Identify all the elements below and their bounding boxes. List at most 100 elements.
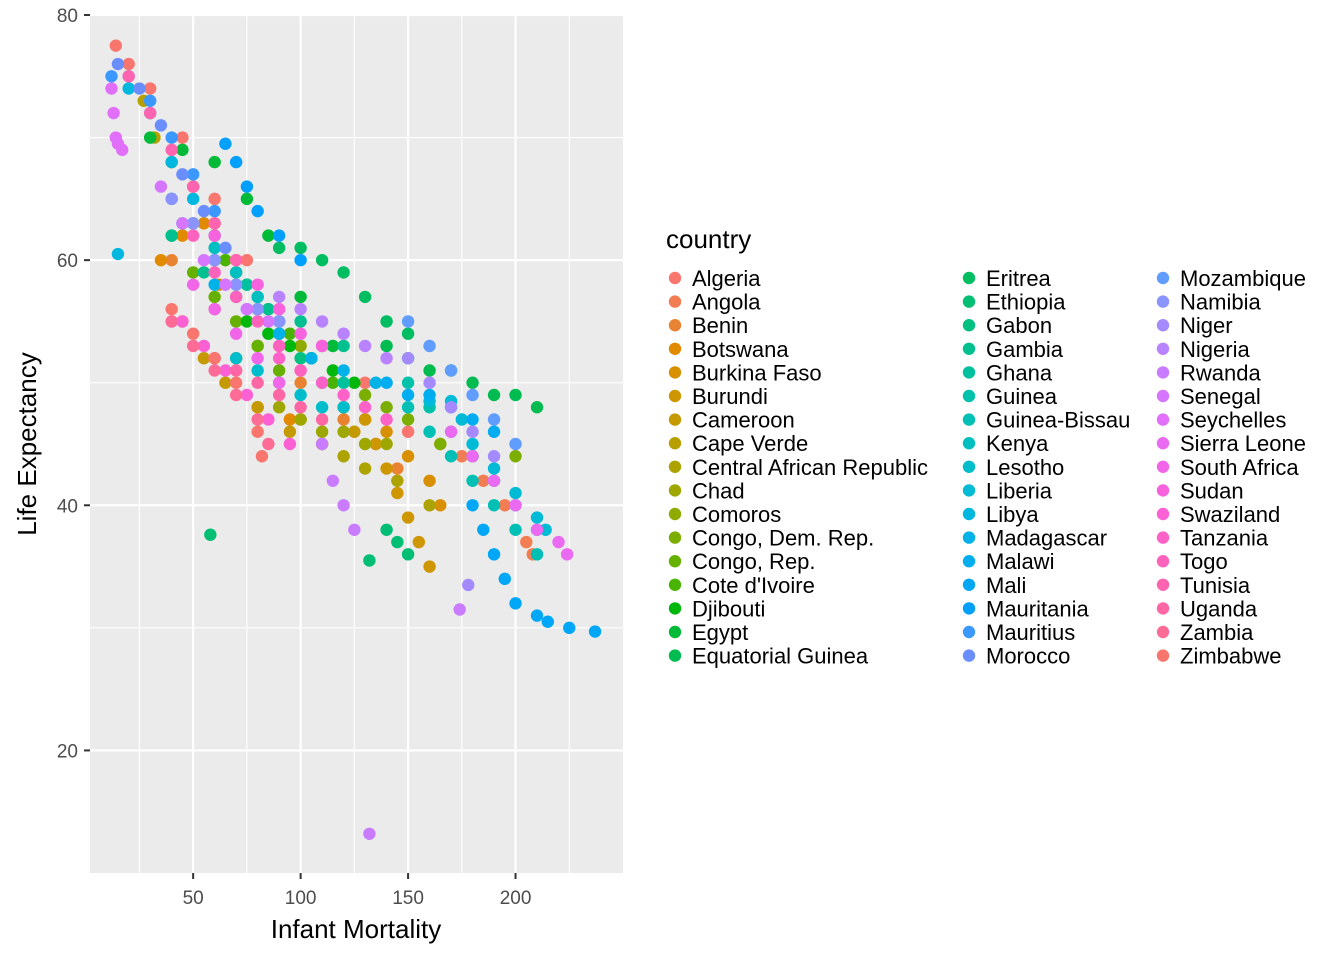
data-point — [229, 388, 243, 402]
data-point — [363, 554, 376, 567]
data-point — [208, 155, 221, 169]
legend-label: South Africa — [1180, 455, 1299, 480]
data-point — [165, 302, 178, 316]
legend-label: Zimbabwe — [1180, 644, 1281, 669]
data-point — [337, 266, 350, 279]
legend-key — [962, 319, 976, 332]
data-point — [305, 352, 318, 365]
data-point — [520, 535, 533, 549]
data-point — [272, 352, 286, 365]
data-point — [487, 413, 501, 426]
legend-key — [1156, 366, 1170, 379]
data-point — [487, 425, 501, 438]
data-point — [219, 253, 232, 267]
legend-key — [668, 649, 682, 662]
legend-key — [1156, 389, 1170, 403]
data-point — [251, 413, 264, 426]
data-point — [262, 413, 275, 426]
legend-label: Namibia — [1180, 290, 1261, 315]
data-point — [412, 535, 426, 549]
data-point — [283, 425, 297, 438]
data-point — [509, 388, 522, 402]
data-point — [423, 364, 436, 377]
data-point — [219, 241, 232, 255]
data-point — [251, 376, 264, 389]
data-point — [251, 352, 264, 365]
data-point — [165, 155, 178, 169]
data-point — [477, 523, 490, 536]
data-point — [262, 315, 275, 328]
data-point — [315, 425, 329, 438]
data-point — [105, 82, 118, 95]
data-point — [197, 253, 211, 267]
data-point — [272, 229, 286, 242]
data-point — [455, 413, 469, 426]
data-point — [358, 290, 372, 304]
data-point — [337, 401, 350, 414]
data-point — [453, 603, 466, 616]
legend-label: Sierra Leone — [1180, 431, 1306, 456]
data-point — [477, 474, 490, 487]
data-point — [294, 413, 307, 426]
data-point — [466, 388, 479, 402]
data-point — [240, 388, 254, 402]
data-point — [487, 474, 501, 487]
data-point — [251, 204, 264, 218]
data-point — [315, 376, 329, 389]
data-point — [380, 352, 393, 365]
data-point — [487, 450, 501, 463]
legend-label: Nigeria — [1180, 337, 1250, 362]
data-point — [326, 339, 340, 353]
data-point — [251, 278, 264, 291]
data-point — [466, 437, 479, 451]
data-point — [229, 290, 243, 304]
data-point — [283, 413, 297, 426]
data-point — [588, 625, 602, 638]
legend-key — [962, 649, 976, 662]
data-point — [337, 413, 350, 426]
data-point — [197, 266, 211, 279]
legend-label: Burundi — [692, 384, 768, 409]
data-point — [380, 425, 393, 438]
data-point — [272, 376, 286, 389]
data-point — [229, 155, 243, 169]
data-point — [444, 450, 458, 463]
legend-key — [1156, 413, 1170, 426]
data-point — [229, 327, 243, 340]
data-point — [294, 339, 307, 353]
data-point — [401, 548, 415, 561]
data-point — [186, 168, 200, 181]
data-point — [283, 437, 297, 451]
data-point — [509, 450, 522, 463]
legend-key — [962, 484, 976, 497]
data-point — [197, 339, 211, 353]
data-point — [240, 192, 254, 206]
data-point — [186, 266, 200, 279]
legend-key — [668, 460, 682, 473]
legend-key — [668, 342, 682, 355]
data-point — [176, 217, 189, 230]
legend-label: Central African Republic — [692, 455, 928, 480]
data-point — [272, 302, 286, 316]
y-tick-label: 80 — [57, 6, 78, 27]
data-point — [391, 474, 404, 487]
data-point — [186, 339, 200, 353]
legend-label: Mauritius — [986, 620, 1075, 645]
data-point — [315, 437, 329, 451]
data-point — [348, 376, 361, 389]
data-point — [326, 376, 340, 389]
data-point — [380, 437, 393, 451]
data-point — [466, 450, 479, 463]
data-point — [294, 327, 307, 340]
data-point — [294, 401, 307, 414]
data-point — [240, 253, 254, 267]
data-point — [509, 437, 522, 451]
data-point — [294, 352, 307, 365]
data-point — [294, 376, 307, 389]
data-point — [111, 57, 125, 71]
data-point — [251, 425, 264, 438]
data-point — [530, 548, 544, 561]
data-point — [165, 315, 178, 328]
legend-key — [1156, 342, 1170, 355]
